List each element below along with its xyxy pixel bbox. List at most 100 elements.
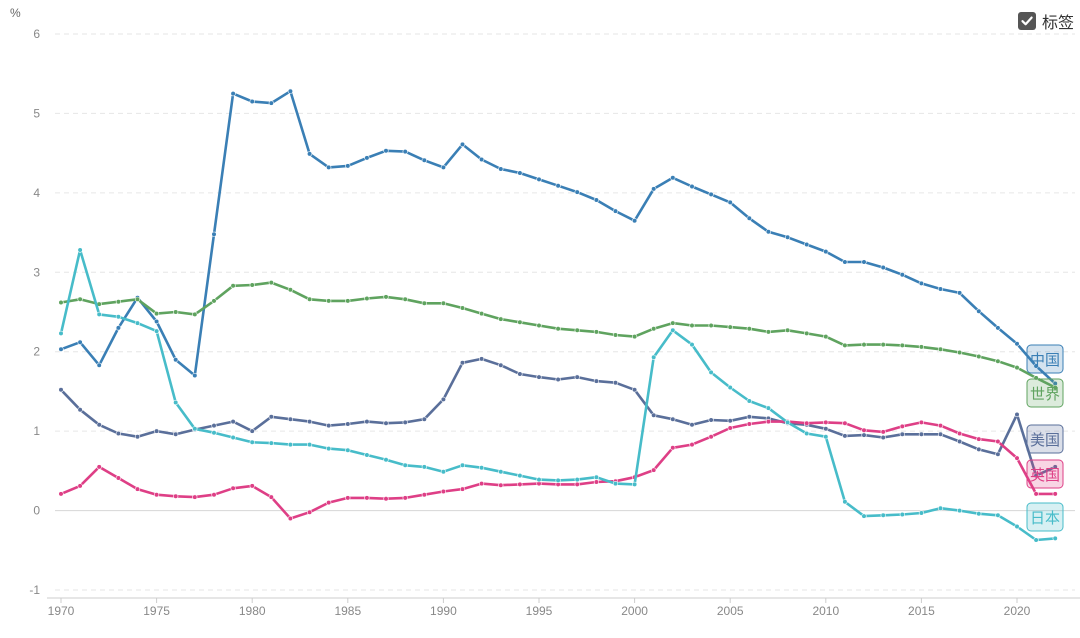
checkbox-checked-icon[interactable]	[1017, 12, 1036, 30]
data-point[interactable]	[899, 272, 905, 278]
data-point[interactable]	[77, 296, 83, 302]
data-point[interactable]	[154, 311, 160, 317]
data-point[interactable]	[804, 241, 810, 248]
data-point[interactable]	[746, 414, 752, 420]
data-point[interactable]	[899, 431, 905, 437]
data-point[interactable]	[651, 412, 657, 418]
data-point[interactable]	[383, 294, 389, 300]
data-point[interactable]	[96, 422, 102, 428]
data-point[interactable]	[918, 431, 925, 437]
data-point[interactable]	[842, 259, 848, 265]
data-point[interactable]	[670, 445, 676, 451]
data-point[interactable]	[173, 309, 179, 315]
data-point[interactable]	[1033, 363, 1039, 369]
data-point[interactable]	[249, 98, 255, 105]
data-point[interactable]	[593, 474, 600, 480]
data-point[interactable]	[784, 234, 791, 240]
data-point[interactable]	[326, 164, 332, 170]
data-point[interactable]	[746, 326, 752, 332]
data-point[interactable]	[115, 475, 121, 481]
data-point[interactable]	[765, 405, 772, 411]
data-point[interactable]	[612, 481, 619, 487]
data-point[interactable]	[307, 442, 313, 448]
data-point[interactable]	[631, 387, 638, 393]
data-point[interactable]	[440, 396, 447, 403]
data-point[interactable]	[1052, 535, 1058, 542]
data-point[interactable]	[287, 442, 294, 448]
data-point[interactable]	[96, 464, 102, 470]
data-point[interactable]	[364, 452, 370, 458]
data-point[interactable]	[956, 349, 963, 356]
data-point[interactable]	[326, 500, 332, 506]
data-point[interactable]	[880, 434, 886, 441]
data-point[interactable]	[345, 298, 351, 304]
data-point[interactable]	[287, 515, 294, 522]
data-point[interactable]	[708, 369, 714, 376]
data-point[interactable]	[421, 464, 427, 470]
data-point[interactable]	[459, 141, 466, 147]
data-point[interactable]	[536, 322, 542, 329]
data-point[interactable]	[823, 334, 829, 340]
data-point[interactable]	[211, 492, 217, 498]
data-point[interactable]	[1052, 491, 1058, 497]
data-point[interactable]	[995, 512, 1001, 518]
data-point[interactable]	[708, 434, 714, 440]
data-point[interactable]	[727, 425, 733, 431]
data-point[interactable]	[574, 189, 580, 195]
data-point[interactable]	[459, 360, 466, 366]
data-point[interactable]	[937, 431, 944, 437]
data-point[interactable]	[670, 320, 676, 326]
data-point[interactable]	[517, 170, 523, 176]
data-point[interactable]	[765, 419, 772, 425]
data-point[interactable]	[593, 197, 600, 203]
data-point[interactable]	[230, 485, 236, 491]
data-point[interactable]	[823, 249, 829, 255]
data-point[interactable]	[402, 419, 408, 426]
data-point[interactable]	[364, 295, 370, 302]
data-point[interactable]	[823, 426, 829, 432]
data-point[interactable]	[593, 479, 600, 485]
data-point[interactable]	[574, 327, 580, 333]
data-point[interactable]	[880, 512, 886, 518]
data-point[interactable]	[307, 509, 313, 515]
data-point[interactable]	[899, 423, 905, 430]
data-point[interactable]	[651, 354, 657, 360]
data-point[interactable]	[421, 300, 427, 306]
data-point[interactable]	[861, 259, 867, 265]
data-point[interactable]	[421, 157, 427, 163]
data-point[interactable]	[230, 419, 236, 425]
series-line[interactable]	[60, 357, 1056, 477]
data-point[interactable]	[995, 451, 1001, 457]
data-point[interactable]	[612, 380, 619, 386]
data-point[interactable]	[631, 334, 638, 340]
data-point[interactable]	[746, 421, 752, 427]
data-point[interactable]	[345, 447, 351, 453]
data-point[interactable]	[555, 376, 561, 383]
data-point[interactable]	[995, 438, 1001, 445]
data-point[interactable]	[58, 346, 64, 352]
data-point[interactable]	[364, 155, 370, 161]
data-point[interactable]	[976, 353, 982, 360]
data-point[interactable]	[765, 329, 772, 335]
data-point[interactable]	[211, 423, 217, 429]
data-point[interactable]	[612, 208, 619, 214]
data-point[interactable]	[192, 494, 198, 500]
data-point[interactable]	[727, 418, 733, 424]
data-point[interactable]	[326, 446, 332, 452]
data-point[interactable]	[842, 342, 848, 349]
data-point[interactable]	[861, 427, 867, 433]
series-line[interactable]	[60, 420, 1056, 520]
data-point[interactable]	[249, 439, 255, 445]
data-point[interactable]	[115, 325, 121, 331]
data-point[interactable]	[421, 492, 427, 498]
data-point[interactable]	[287, 88, 294, 94]
data-point[interactable]	[784, 327, 791, 333]
data-point[interactable]	[708, 191, 714, 197]
data-point[interactable]	[364, 419, 370, 425]
data-point[interactable]	[861, 342, 867, 348]
data-point[interactable]	[937, 423, 944, 429]
data-point[interactable]	[77, 247, 83, 253]
data-point[interactable]	[440, 469, 447, 475]
data-point[interactable]	[651, 186, 657, 192]
data-point[interactable]	[1033, 491, 1039, 497]
